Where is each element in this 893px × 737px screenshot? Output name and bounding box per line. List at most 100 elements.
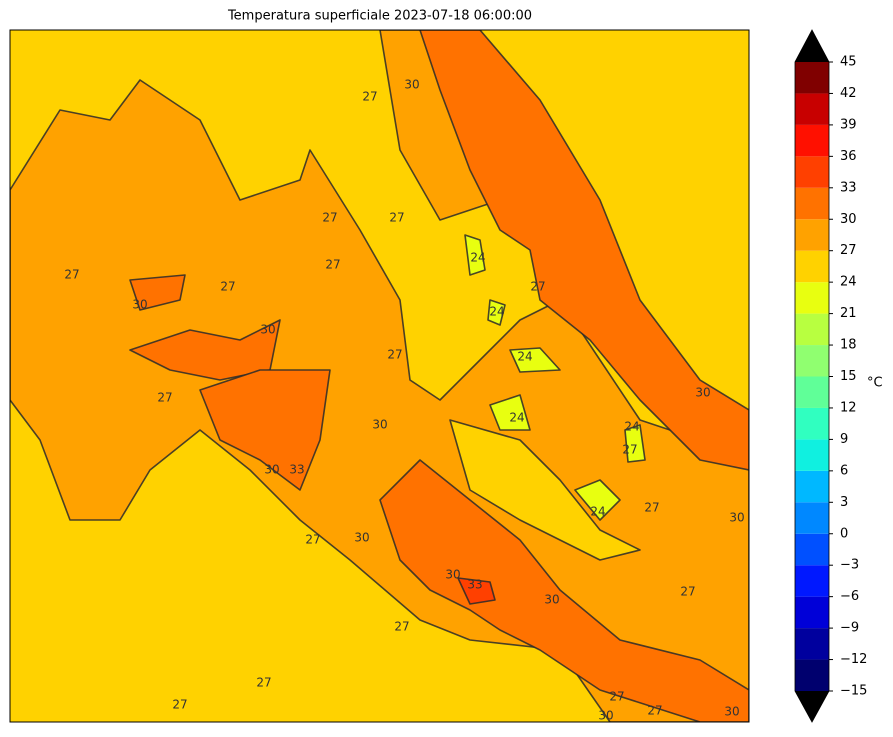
map-area: 30 27 27 27 27 24 27 24 27 27 30 30 27 24 30 27 30 24 24 27… xyxy=(10,30,749,723)
colorbar-tick-label: 18 xyxy=(840,338,857,353)
region xyxy=(129,274,186,311)
colorbar-band xyxy=(795,62,829,94)
colorbar-band xyxy=(795,93,829,125)
region xyxy=(489,394,531,431)
colorbar-tick-label: 39 xyxy=(840,117,857,132)
map-frame xyxy=(9,29,750,723)
contour-label: 27 xyxy=(64,268,79,282)
colorbar-band xyxy=(795,345,829,377)
colorbar-band xyxy=(795,628,829,660)
contour-label: 33 xyxy=(467,578,482,592)
contour-label: 27 xyxy=(530,280,545,294)
region xyxy=(199,369,331,491)
contour-label: 27 xyxy=(322,211,337,225)
contour-label: 27 xyxy=(256,676,271,690)
colorbar-tick-label: 42 xyxy=(840,86,857,101)
region xyxy=(464,234,486,276)
contour-label: 27 xyxy=(644,501,659,515)
region xyxy=(129,319,281,381)
contour-label: 27 xyxy=(609,690,624,704)
colorbar-tick-label: 27 xyxy=(840,243,857,258)
contour-label: 30 xyxy=(372,418,387,432)
region xyxy=(487,299,506,326)
region xyxy=(449,419,641,561)
contour-label: 30 xyxy=(354,531,369,545)
map-title: Temperatura superficiale 2023-07-18 06:0… xyxy=(227,9,532,24)
contour-label: 30 xyxy=(729,511,744,525)
contour-label: 24 xyxy=(624,420,639,434)
contour-label: 27 xyxy=(220,280,235,294)
colorbar-tick-label: 9 xyxy=(840,432,848,447)
contour-label: 27 xyxy=(647,704,662,718)
region xyxy=(457,577,496,605)
colorbar: −15−12−9−6−30369121518212427303336394245… xyxy=(794,29,883,723)
contour-label: 24 xyxy=(489,305,504,319)
colorbar-tick-label: 15 xyxy=(840,369,857,384)
colorbar-band xyxy=(795,470,829,503)
contour-label: 27 xyxy=(157,391,172,405)
colorbar-tick-label: 24 xyxy=(840,275,857,290)
colorbar-tick-label: 45 xyxy=(840,55,857,70)
contour-label: 27 xyxy=(305,533,320,547)
contour-label: 30 xyxy=(695,386,710,400)
colorbar-tick-label: −6 xyxy=(840,589,859,604)
colorbar-tick-label: 12 xyxy=(840,400,857,415)
contour-label: 27 xyxy=(362,90,377,104)
colorbar-tick-label: −15 xyxy=(840,684,867,699)
extend-lower xyxy=(795,691,829,722)
contour-label: 30 xyxy=(264,463,279,477)
colorbar-band xyxy=(795,502,829,534)
colorbar-band xyxy=(795,250,829,283)
region xyxy=(509,347,561,373)
colorbar-band xyxy=(795,313,829,346)
contour-label: 27 xyxy=(389,211,404,225)
colorbar-band xyxy=(795,565,829,597)
colorbar-tick-label: 0 xyxy=(840,526,848,541)
colorbar-tick-label: 30 xyxy=(840,212,857,227)
colorbar-tick-label: 6 xyxy=(840,463,848,478)
contour-label: 24 xyxy=(590,505,605,519)
contour-label: 33 xyxy=(289,463,304,477)
colorbar-band xyxy=(795,439,829,471)
colorbar-tick-label: −12 xyxy=(840,652,867,667)
colorbar-tick-label: −9 xyxy=(840,621,859,636)
colorbar-band xyxy=(795,282,829,314)
contour-label: 30 xyxy=(132,298,147,312)
contour-label: 30 xyxy=(260,323,275,337)
contour-label: 27 xyxy=(394,620,409,634)
region xyxy=(419,30,749,471)
colorbar-band xyxy=(795,219,829,251)
region xyxy=(624,424,646,463)
colorbar-tick-label: 36 xyxy=(840,149,857,164)
region xyxy=(379,459,749,722)
contour-label: 30 xyxy=(544,593,559,607)
contour-label: 27 xyxy=(622,443,637,457)
extend-upper xyxy=(795,30,829,62)
contour-label: 30 xyxy=(445,568,460,582)
contour-label: 30 xyxy=(404,78,419,92)
contour-label: 30 xyxy=(724,705,739,719)
colorbar-band xyxy=(795,156,829,188)
colorbar-tick-label: 21 xyxy=(840,306,857,321)
contour-label: 24 xyxy=(517,350,532,364)
colorbar-band xyxy=(795,659,829,691)
colorbar-band xyxy=(795,187,829,220)
colorbar-band xyxy=(795,407,829,440)
colorbar-tick-label: 33 xyxy=(840,180,857,195)
contour-label: 27 xyxy=(325,258,340,272)
region xyxy=(574,479,621,521)
colorbar-tick-label: −3 xyxy=(840,558,859,573)
colorbar-label: °C xyxy=(867,376,883,391)
contour-label: 24 xyxy=(470,251,485,265)
contour-label: 27 xyxy=(680,585,695,599)
colorbar-band xyxy=(795,596,829,629)
contour-label: 27 xyxy=(387,348,402,362)
contour-label: 30 xyxy=(598,709,613,723)
colorbar-band xyxy=(795,124,829,157)
colorbar-band xyxy=(795,533,829,566)
contour-label: 27 xyxy=(172,698,187,712)
colorbar-tick-label: 3 xyxy=(840,495,848,510)
colorbar-band xyxy=(795,376,829,408)
contour-label: 24 xyxy=(509,411,524,425)
